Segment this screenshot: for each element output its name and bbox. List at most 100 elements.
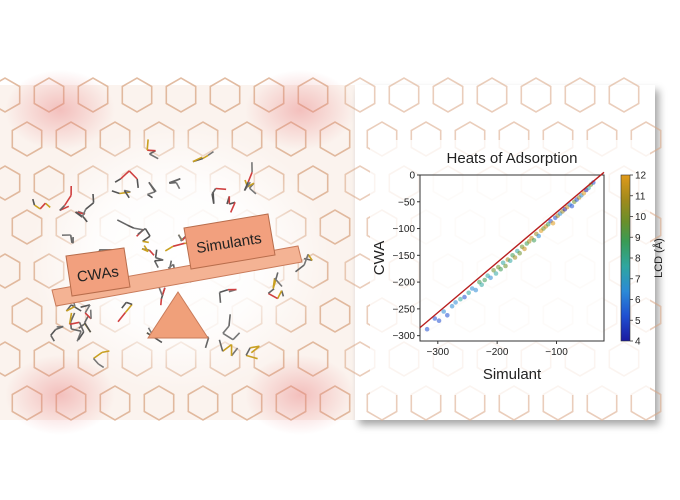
colorbar-tick-label: 10 xyxy=(635,212,647,223)
molecule-bond xyxy=(39,202,46,210)
molecule-bond xyxy=(50,334,55,342)
molecule-bond xyxy=(175,182,181,190)
colorbar-tick-label: 9 xyxy=(635,233,641,244)
molecule-bond xyxy=(164,245,174,252)
scatter-point xyxy=(482,277,488,283)
scatter-point xyxy=(569,203,575,209)
molecule-bond xyxy=(59,204,66,211)
molecule-bond xyxy=(230,347,239,357)
molecule-bond xyxy=(245,354,258,360)
colorbar-tick-label: 5 xyxy=(635,316,641,327)
scatter-point xyxy=(550,220,556,226)
scatter-point xyxy=(445,313,450,318)
molecule-bond xyxy=(192,156,203,163)
molecule-bond xyxy=(215,187,227,191)
molecule-bond xyxy=(148,249,155,256)
cwas-label: CWAs xyxy=(76,263,120,286)
scatter-point xyxy=(500,260,506,266)
molecule-bond xyxy=(303,254,309,266)
molecule-bond xyxy=(275,272,279,280)
colorbar-gradient xyxy=(620,174,631,342)
molecule-bond xyxy=(168,178,181,184)
scatter-point xyxy=(498,266,504,272)
x-tick-label: −200 xyxy=(486,347,509,358)
scatter-point xyxy=(469,286,475,291)
pink-glow xyxy=(5,70,115,150)
molecule-bond xyxy=(228,314,231,327)
molecule-bond xyxy=(66,305,76,312)
scatter-point xyxy=(536,233,541,239)
colorbar: 12 11 10 9 8 7 6 5 4 LCD (Å) xyxy=(620,171,665,348)
molecule-bond xyxy=(243,181,249,191)
molecule-bond xyxy=(143,245,149,252)
molecule-bond xyxy=(74,211,83,218)
x-axis-label: Simulant xyxy=(483,366,542,383)
molecule-bond xyxy=(148,181,157,193)
molecule-bond xyxy=(123,189,130,199)
molecule-bond xyxy=(144,228,151,237)
scatter-point xyxy=(466,290,472,296)
scatter-point xyxy=(512,255,518,260)
molecule-bond xyxy=(222,343,233,352)
molecule-bond xyxy=(248,187,257,195)
molecule-bond xyxy=(93,351,103,360)
scatter-point xyxy=(441,309,447,314)
molecule-bond xyxy=(247,182,255,188)
molecule-bond xyxy=(77,331,85,341)
molecule-bond xyxy=(137,227,146,235)
molecule-bond xyxy=(82,216,88,223)
pink-glow xyxy=(245,70,355,150)
molecule-bond xyxy=(92,357,99,365)
molecule-bond xyxy=(136,178,139,188)
molecule-bond xyxy=(218,292,222,303)
molecule-bond xyxy=(211,188,217,195)
molecule-bond xyxy=(124,303,133,314)
y-tick-label: −200 xyxy=(392,278,415,289)
y-tick-label: −300 xyxy=(392,331,415,342)
molecule-bond xyxy=(218,339,224,352)
molecule-bond xyxy=(92,193,95,203)
scatter-point xyxy=(522,246,527,252)
colorbar-tick-label: 4 xyxy=(635,337,641,348)
molecule-bond xyxy=(250,345,260,354)
lattice-cell xyxy=(608,77,640,113)
scatter-point xyxy=(493,271,499,276)
molecule-bond xyxy=(222,325,230,334)
molecule-bond xyxy=(219,288,229,294)
molecule-bond xyxy=(121,301,127,309)
molecule-bond xyxy=(295,264,305,273)
scatter-point xyxy=(424,326,430,332)
pink-glow xyxy=(245,355,355,435)
y-tick-label: −250 xyxy=(392,304,415,315)
lattice-cell xyxy=(564,77,596,113)
molecule-bond xyxy=(142,235,151,242)
scatter-point xyxy=(488,275,493,281)
scatter-point xyxy=(473,287,479,293)
scatter-point xyxy=(462,294,467,300)
lattice-cell xyxy=(319,297,351,333)
molecule-bond xyxy=(161,287,166,296)
molecule-bond xyxy=(202,154,209,160)
molecule-bond xyxy=(69,321,73,330)
molecule-bond xyxy=(33,204,41,210)
y-tick-label: −50 xyxy=(398,197,415,208)
simulants-box: Simulants xyxy=(183,213,276,270)
molecule-bond xyxy=(146,139,149,151)
x-tick-label: −300 xyxy=(427,347,450,358)
molecule-bond xyxy=(111,190,120,195)
lattice-cell xyxy=(0,253,21,289)
lattice-cell xyxy=(121,77,153,113)
colorbar-tick-label: 8 xyxy=(635,254,641,265)
molecule-bond xyxy=(147,149,156,152)
molecule-bond xyxy=(120,170,130,180)
molecule-bond xyxy=(147,190,156,196)
molecule-bond xyxy=(97,363,105,369)
molecule-bond xyxy=(83,322,92,333)
colorbar-tick-label: 11 xyxy=(635,191,646,202)
molecule-bond xyxy=(204,337,210,349)
scatter-point xyxy=(436,318,442,324)
colorbar-tick-label: 7 xyxy=(635,274,641,285)
lattice-cell xyxy=(476,77,508,113)
molecule-bond xyxy=(68,312,73,325)
